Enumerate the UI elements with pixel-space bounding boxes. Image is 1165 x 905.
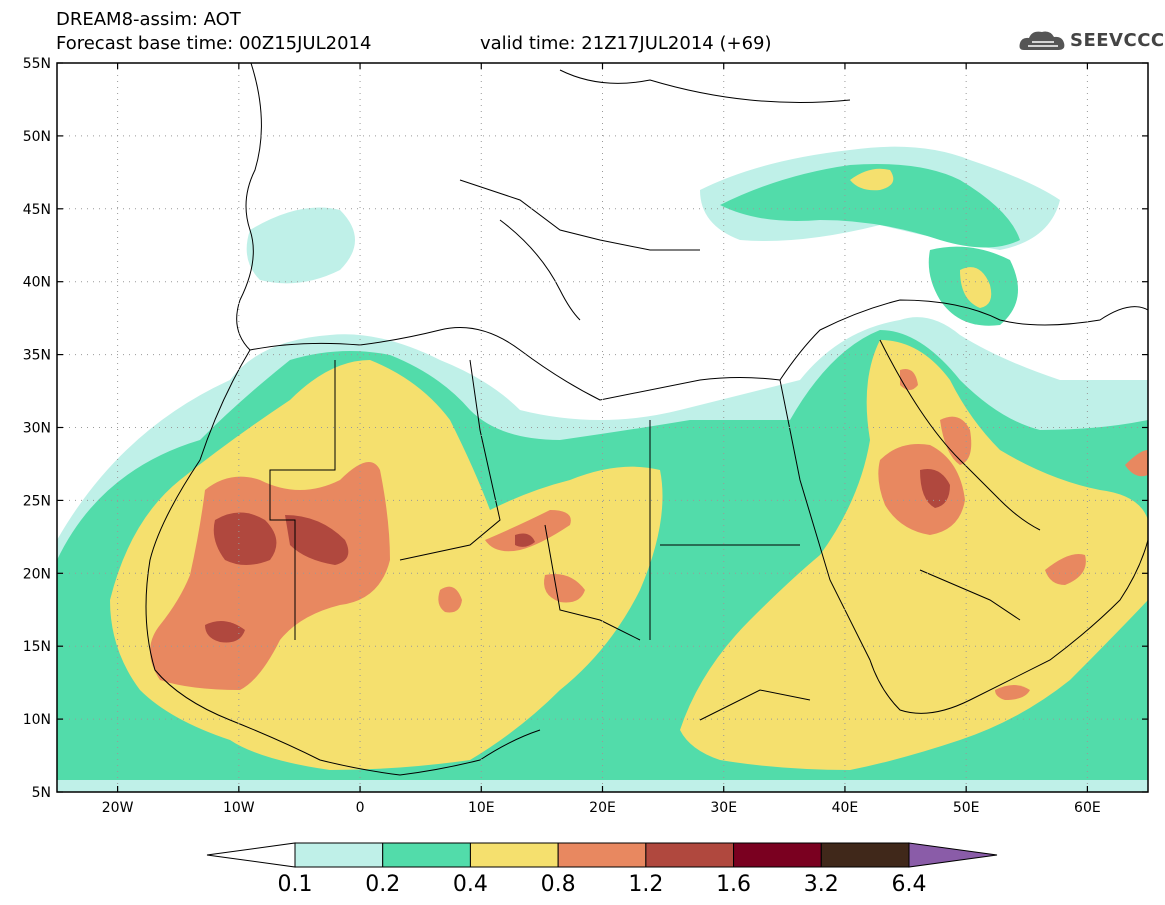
lat-label: 20N — [23, 566, 51, 582]
colorbar-label: 1.2 — [628, 872, 663, 897]
lat-label: 15N — [23, 639, 51, 655]
colorbar-min-arrow — [206, 842, 296, 868]
lat-label: 25N — [23, 493, 51, 509]
lat-label: 55N — [23, 56, 51, 72]
lat-label: 50N — [23, 129, 51, 145]
lat-labels: 55N 50N 45N 40N 35N 30N 25N 20N 15N 10N 5N — [23, 56, 51, 801]
colorbar-label: 3.2 — [804, 872, 839, 897]
colorbar-swatch — [645, 842, 735, 868]
lat-label: 10N — [23, 712, 51, 728]
colorbar-label: 0.1 — [278, 872, 313, 897]
lon-label: 30E — [710, 800, 737, 816]
logo-text: SEEVCCC — [1070, 30, 1165, 51]
lat-label: 40N — [23, 275, 51, 291]
lon-labels: 20W 10W 0 10E 20E 30E 40E 50E 60E — [102, 800, 1101, 816]
lon-label: 20W — [102, 800, 134, 816]
colorbar-swatch — [294, 842, 384, 868]
colorbar-label: 1.6 — [716, 872, 751, 897]
lat-label: 35N — [23, 348, 51, 364]
axis-ticks — [57, 62, 1148, 793]
lat-label: 45N — [23, 202, 51, 218]
coastlines — [145, 63, 1148, 776]
lat-label: 30N — [23, 421, 51, 437]
lon-label: 10E — [468, 800, 495, 816]
lat-label: 5N — [32, 785, 51, 801]
lon-label: 60E — [1074, 800, 1101, 816]
chart-title: DREAM8-assim: AOT — [56, 9, 241, 30]
forecast-base-time: Forecast base time: 00Z15JUL2014 — [56, 33, 372, 54]
colorbar-swatch — [557, 842, 647, 868]
lon-label: 20E — [589, 800, 616, 816]
colorbar: 0.1 0.2 0.4 0.8 1.2 1.6 3.2 6.4 — [206, 842, 998, 897]
colorbar-max-arrow — [908, 842, 998, 868]
lon-label: 10W — [223, 800, 255, 816]
lon-label: 50E — [953, 800, 980, 816]
colorbar-swatch — [733, 842, 822, 868]
aot-layer-1.2 — [213, 512, 277, 565]
lon-label: 0 — [356, 800, 365, 816]
colorbar-label: 0.8 — [541, 872, 576, 897]
colorbar-swatch — [382, 842, 471, 868]
colorbar-label: 0.2 — [365, 872, 400, 897]
colorbar-swatch — [820, 842, 910, 868]
colorbar-swatch — [469, 842, 559, 868]
colorbar-label: 0.4 — [453, 872, 488, 897]
valid-time: valid time: 21Z17JUL2014 (+69) — [480, 33, 772, 54]
cloud-icon — [1019, 31, 1065, 50]
lon-label: 40E — [832, 800, 859, 816]
colorbar-label: 6.4 — [892, 872, 927, 897]
